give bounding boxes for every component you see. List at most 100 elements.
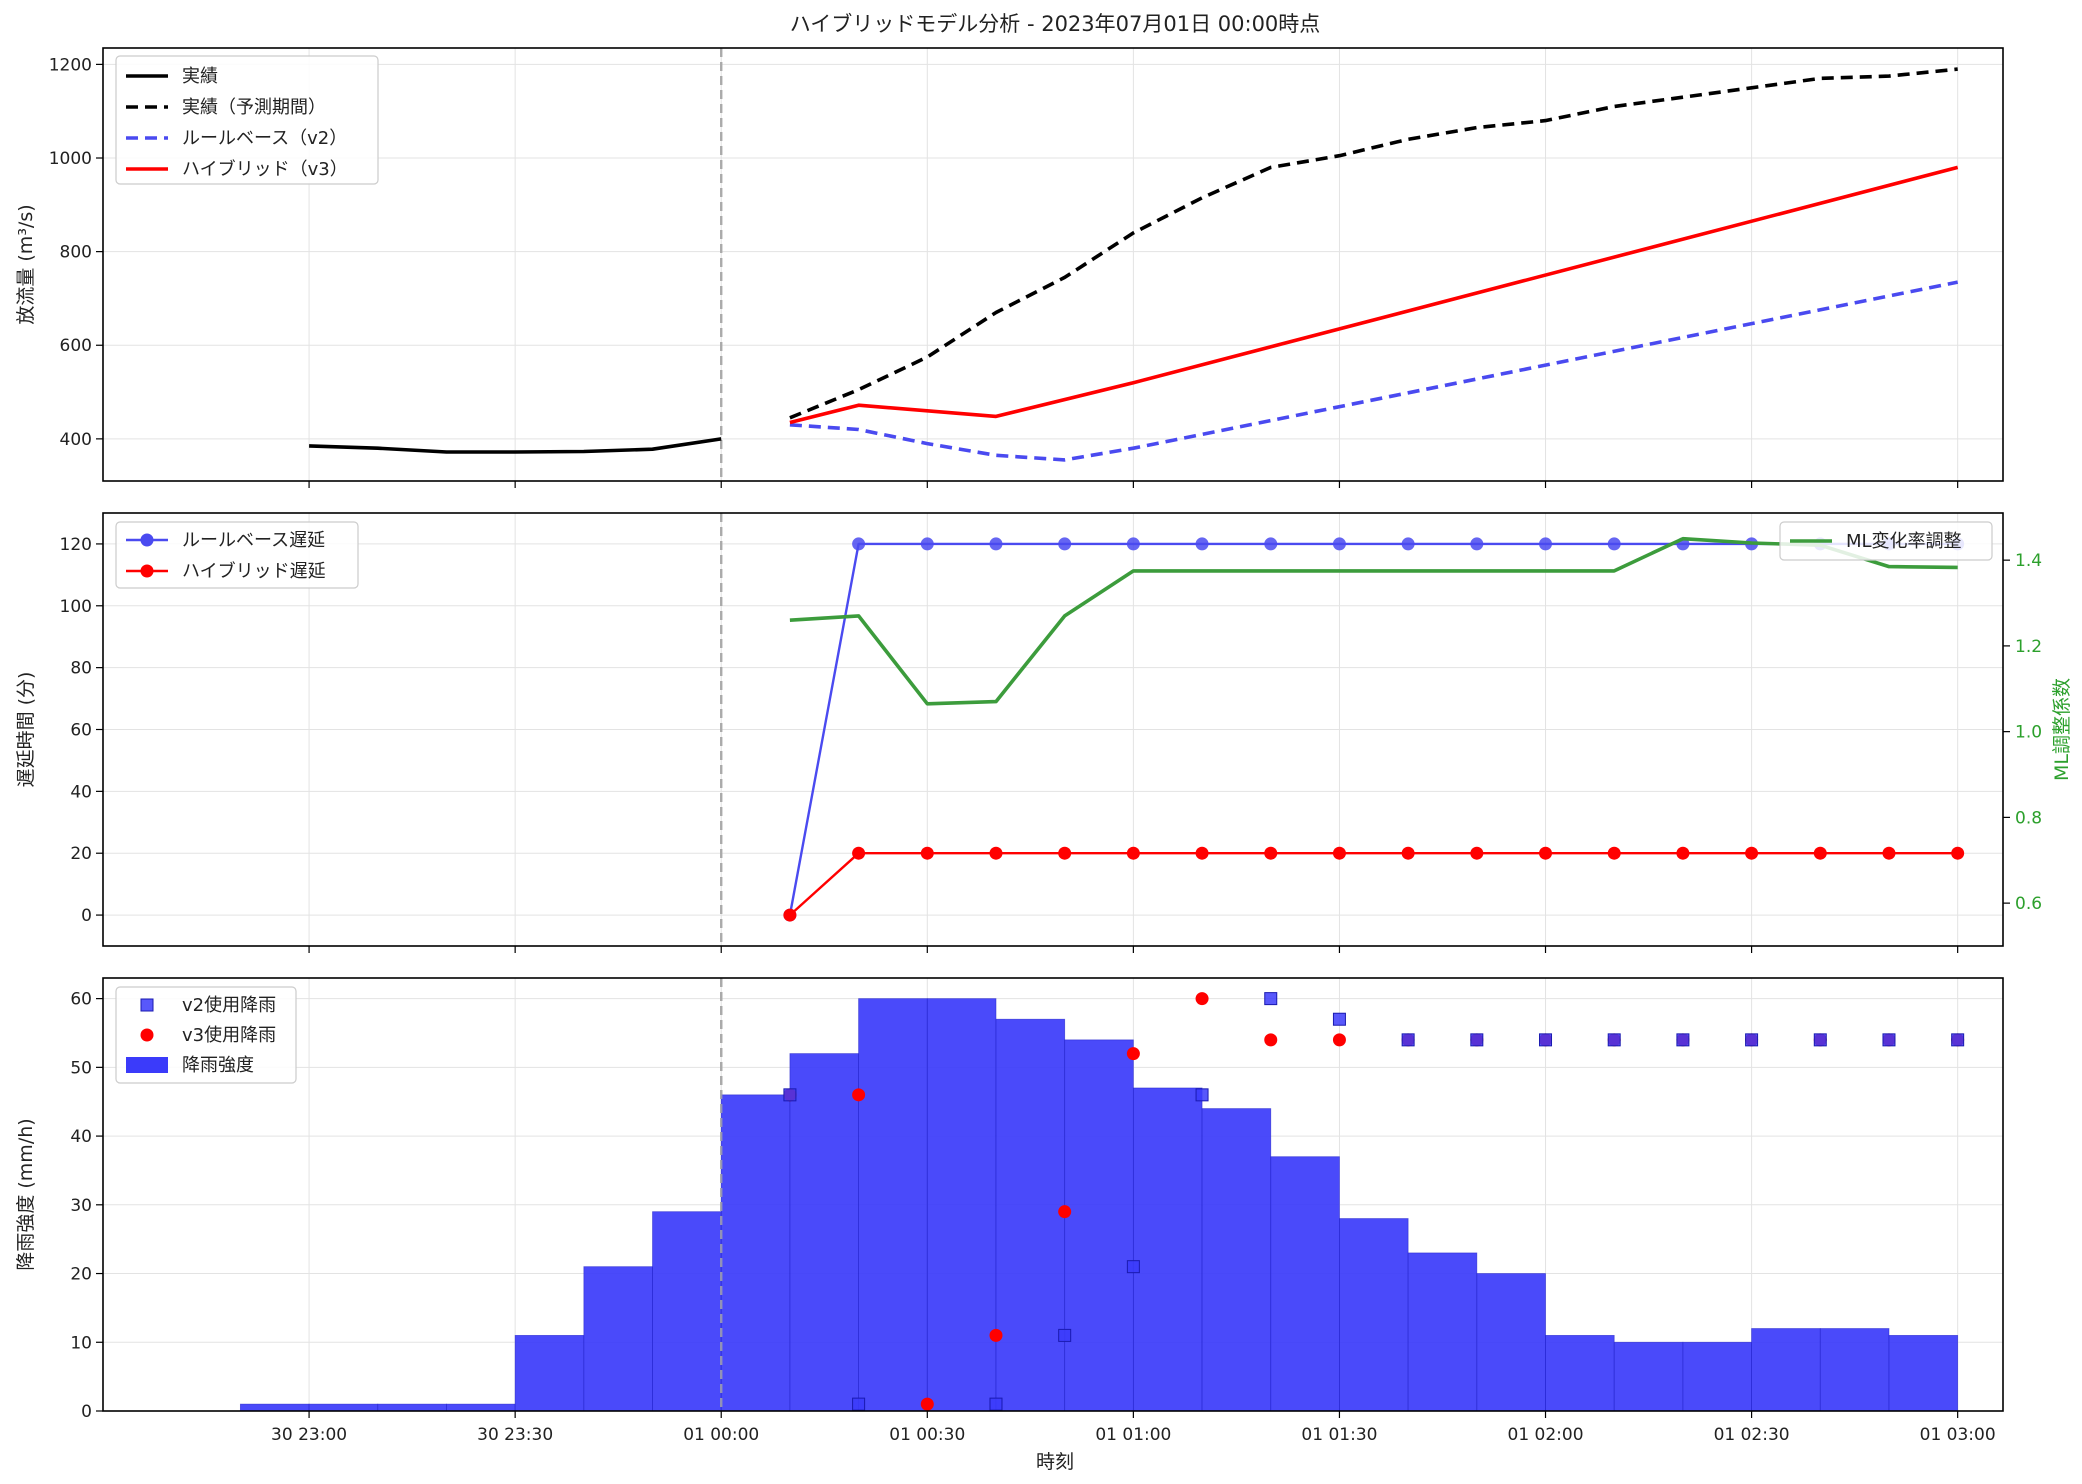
y-tick-label: 30: [70, 1196, 92, 1216]
hybrid-line: [789, 165, 1959, 425]
v3-rain-point: [989, 1328, 1003, 1342]
hybrid-delay-point: [852, 846, 866, 860]
rainfall-bar: [720, 1094, 791, 1412]
y-tick-label: 1200: [49, 55, 92, 75]
rule-based-delay-point: [852, 537, 866, 551]
legend-label: ハイブリッド（v3）: [182, 158, 348, 180]
legend-label: 実績: [182, 66, 218, 87]
legend-marker: [140, 564, 154, 578]
hybrid-delay-point: [1745, 846, 1759, 860]
hybrid-delay-point: [1882, 846, 1896, 860]
x-tick-label: 01 02:30: [1714, 1425, 1790, 1445]
rule-based-delay-point: [1470, 537, 1484, 551]
v2-rain-point: [1126, 1260, 1140, 1274]
legend-label: ML変化率調整: [1846, 531, 1962, 552]
y-tick-label: 40: [70, 1127, 92, 1147]
y-axis-label: 放流量 (m³/s): [15, 204, 37, 324]
hybrid-delay-point: [1813, 846, 1827, 860]
v2-rain-point: [1470, 1033, 1484, 1047]
y-tick-label: 600: [60, 336, 92, 356]
rainfall-bar: [995, 1018, 1066, 1412]
v2-rain-point: [1401, 1033, 1415, 1047]
v2-rain-point: [1951, 1033, 1965, 1047]
legend-swatch: [126, 1057, 168, 1073]
axes-frame: [102, 47, 2004, 482]
rule-based-delay-point: [1607, 537, 1621, 551]
y2-tick-label: 0.6: [2015, 894, 2042, 914]
v3-rain-point: [1332, 1033, 1346, 1047]
y-tick-label: 40: [70, 782, 92, 802]
rainfall-bar: [308, 1403, 379, 1412]
hybrid-delay-point: [1195, 846, 1209, 860]
v3-rain-point: [1126, 1047, 1140, 1061]
hybrid-delay-point: [920, 846, 934, 860]
rainfall-bar: [1751, 1328, 1821, 1412]
rainfall-bar: [789, 1053, 860, 1412]
y-tick-label: 100: [60, 597, 92, 617]
y-tick-label: 50: [70, 1058, 92, 1078]
rainfall-bar: [652, 1211, 722, 1412]
x-tick-label: 01 00:30: [889, 1425, 965, 1445]
legend-marker: [140, 998, 154, 1012]
x-tick-label: 30 23:00: [271, 1425, 347, 1445]
figure-title: ハイブリッドモデル分析 - 2023年07月01日 00:00時点: [790, 12, 1321, 36]
rule-based-delay-point: [1195, 537, 1209, 551]
y-tick-label: 60: [70, 721, 92, 741]
rainfall-bar: [1201, 1108, 1272, 1412]
x-tick-label: 01 00:00: [683, 1425, 759, 1445]
rule-based-line: [789, 280, 1959, 462]
x-axis-label: 時刻: [1036, 1451, 1074, 1473]
hybrid-delay-point: [783, 908, 797, 922]
hybrid-delay-point: [1607, 846, 1621, 860]
legend-frame: [1779, 521, 1993, 561]
rainfall-bar: [1132, 1087, 1203, 1412]
legend-label: 実績（予測期間）: [182, 97, 326, 118]
hybrid-delay-point: [1058, 846, 1072, 860]
legend-marker: [140, 1028, 154, 1042]
v2-rain-point: [1264, 992, 1278, 1006]
v2-rain-point: [1607, 1033, 1621, 1047]
rainfall-bar: [1819, 1328, 1890, 1412]
v2-rain-point: [1745, 1033, 1759, 1047]
hybrid-delay-line: [789, 852, 1958, 916]
x-tick-label: 01 03:00: [1920, 1425, 1996, 1445]
hybrid-delay-point: [1470, 846, 1484, 860]
v2-rain-point: [1813, 1033, 1827, 1047]
y-tick-label: 20: [70, 844, 92, 864]
v2-rain-point: [783, 1088, 797, 1102]
x-tick-label: 01 01:30: [1301, 1425, 1377, 1445]
v3-rain-point: [920, 1397, 934, 1411]
y2-axis-label: ML調整係数: [2051, 678, 2073, 781]
x-tick-label: 01 02:00: [1508, 1425, 1584, 1445]
legend-label: v3使用降雨: [182, 1025, 276, 1046]
hybrid-delay-point: [1951, 846, 1965, 860]
rule-based-delay-point: [1401, 537, 1415, 551]
rainfall-bar: [1682, 1341, 1752, 1412]
rainfall-panel: 0 10 20 30 40 50 60 30 23:00 30 23:30 01 00:00 01 …: [15, 977, 2004, 1445]
rainfall-bar: [1888, 1334, 1959, 1412]
rule-based-delay-point: [1539, 537, 1553, 551]
y2-tick-label: 1.4: [2015, 551, 2042, 571]
v2-rain-point: [1332, 1012, 1346, 1026]
delay-panel: 0 20 40 60 80 100 120 遅延時間 (分) 0.6 0.8 1.0 1.2 1.4 ML…: [15, 512, 2073, 953]
v2-rain-point: [1882, 1033, 1896, 1047]
rainfall-bar: [377, 1403, 447, 1412]
rule-based-delay-point: [1058, 537, 1072, 551]
hybrid-delay-point: [989, 846, 1003, 860]
actual-line: [309, 437, 722, 454]
rainfall-bar: [1339, 1218, 1409, 1412]
rule-based-delay-point: [1332, 537, 1346, 551]
legend-frame: [115, 521, 359, 589]
y-tick-label: 0: [81, 906, 92, 926]
legend-label: ルールベース（v2）: [182, 128, 347, 149]
y-tick-label: 10: [70, 1333, 92, 1353]
hybrid-delay-point: [1332, 846, 1346, 860]
rainfall-bar: [514, 1334, 585, 1412]
y-tick-label: 60: [70, 990, 92, 1010]
rule-based-delay-point: [1264, 537, 1278, 551]
v3-rain-point: [1058, 1205, 1072, 1219]
v2-rain-point: [989, 1397, 1003, 1411]
v3-rain-point: [1195, 992, 1209, 1006]
